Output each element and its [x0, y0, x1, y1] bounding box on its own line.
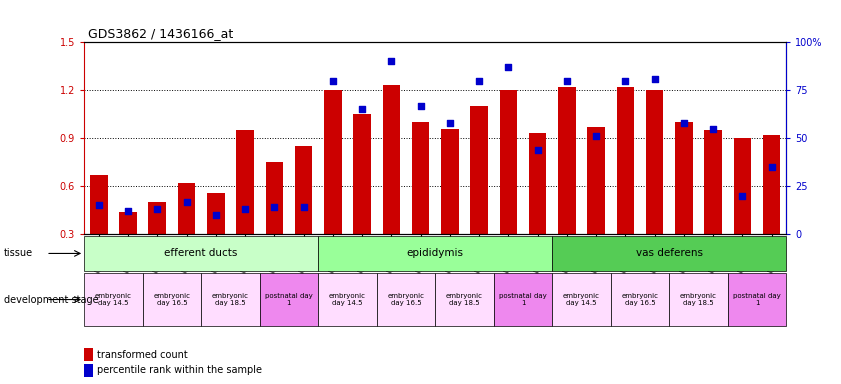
Bar: [412, 122, 430, 234]
Text: embryonic
day 14.5: embryonic day 14.5: [329, 293, 366, 306]
Bar: [436, 273, 494, 326]
Bar: [529, 134, 547, 234]
Point: [765, 164, 779, 170]
Point: [92, 202, 105, 209]
Bar: [318, 236, 553, 271]
Point: [648, 76, 661, 82]
Bar: [675, 122, 693, 234]
Point: [706, 126, 720, 132]
Bar: [177, 183, 195, 234]
Text: postnatal day
1: postnatal day 1: [733, 293, 781, 306]
Point: [297, 204, 310, 210]
Bar: [553, 236, 786, 271]
Text: embryonic
day 14.5: embryonic day 14.5: [563, 293, 600, 306]
Bar: [763, 135, 780, 234]
Bar: [318, 273, 377, 326]
Text: embryonic
day 16.5: embryonic day 16.5: [153, 293, 190, 306]
Text: epididymis: epididymis: [407, 248, 463, 258]
Bar: [119, 212, 137, 234]
Text: embryonic
day 16.5: embryonic day 16.5: [388, 293, 425, 306]
Bar: [143, 273, 201, 326]
Point: [473, 78, 486, 84]
Point: [501, 64, 515, 70]
Bar: [383, 86, 400, 234]
Bar: [266, 162, 283, 234]
Point: [384, 58, 398, 65]
Bar: [377, 273, 436, 326]
Point: [443, 120, 457, 126]
Text: embryonic
day 18.5: embryonic day 18.5: [446, 293, 483, 306]
Bar: [149, 202, 166, 234]
Bar: [236, 130, 254, 234]
Bar: [727, 273, 786, 326]
Point: [180, 199, 193, 205]
Bar: [733, 138, 751, 234]
Bar: [669, 273, 727, 326]
Bar: [494, 273, 553, 326]
Text: vas deferens: vas deferens: [636, 248, 703, 258]
Point: [590, 133, 603, 139]
Bar: [500, 90, 517, 234]
Text: embryonic
day 18.5: embryonic day 18.5: [212, 293, 249, 306]
Bar: [587, 127, 605, 234]
Text: tissue: tissue: [4, 248, 34, 258]
Bar: [201, 273, 260, 326]
Bar: [470, 106, 488, 234]
Text: embryonic
day 18.5: embryonic day 18.5: [680, 293, 717, 306]
Text: embryonic
day 14.5: embryonic day 14.5: [95, 293, 132, 306]
Bar: [705, 130, 722, 234]
Text: percentile rank within the sample: percentile rank within the sample: [97, 365, 262, 375]
Bar: [90, 175, 108, 234]
Bar: [353, 114, 371, 234]
Point: [677, 120, 690, 126]
Bar: [441, 129, 458, 234]
Bar: [260, 273, 318, 326]
Text: postnatal day
1: postnatal day 1: [265, 293, 313, 306]
Point: [414, 103, 427, 109]
Text: efferent ducts: efferent ducts: [165, 248, 238, 258]
Bar: [84, 364, 93, 377]
Bar: [616, 87, 634, 234]
Text: postnatal day
1: postnatal day 1: [499, 293, 547, 306]
Point: [238, 206, 251, 212]
Text: transformed count: transformed count: [97, 349, 188, 359]
Bar: [558, 87, 575, 234]
Bar: [553, 273, 611, 326]
Text: development stage: development stage: [4, 295, 99, 305]
Point: [209, 212, 223, 218]
Point: [619, 78, 632, 84]
Point: [121, 208, 135, 214]
Point: [531, 147, 544, 153]
Bar: [611, 273, 669, 326]
Bar: [207, 193, 225, 234]
Point: [736, 193, 749, 199]
Text: GDS3862 / 1436166_at: GDS3862 / 1436166_at: [88, 27, 234, 40]
Bar: [84, 236, 318, 271]
Text: embryonic
day 16.5: embryonic day 16.5: [621, 293, 659, 306]
Point: [267, 204, 281, 210]
Point: [560, 78, 574, 84]
Point: [356, 106, 369, 113]
Bar: [84, 273, 143, 326]
Bar: [294, 146, 312, 234]
Bar: [84, 348, 93, 361]
Bar: [646, 90, 664, 234]
Point: [326, 78, 340, 84]
Bar: [324, 90, 341, 234]
Point: [151, 206, 164, 212]
